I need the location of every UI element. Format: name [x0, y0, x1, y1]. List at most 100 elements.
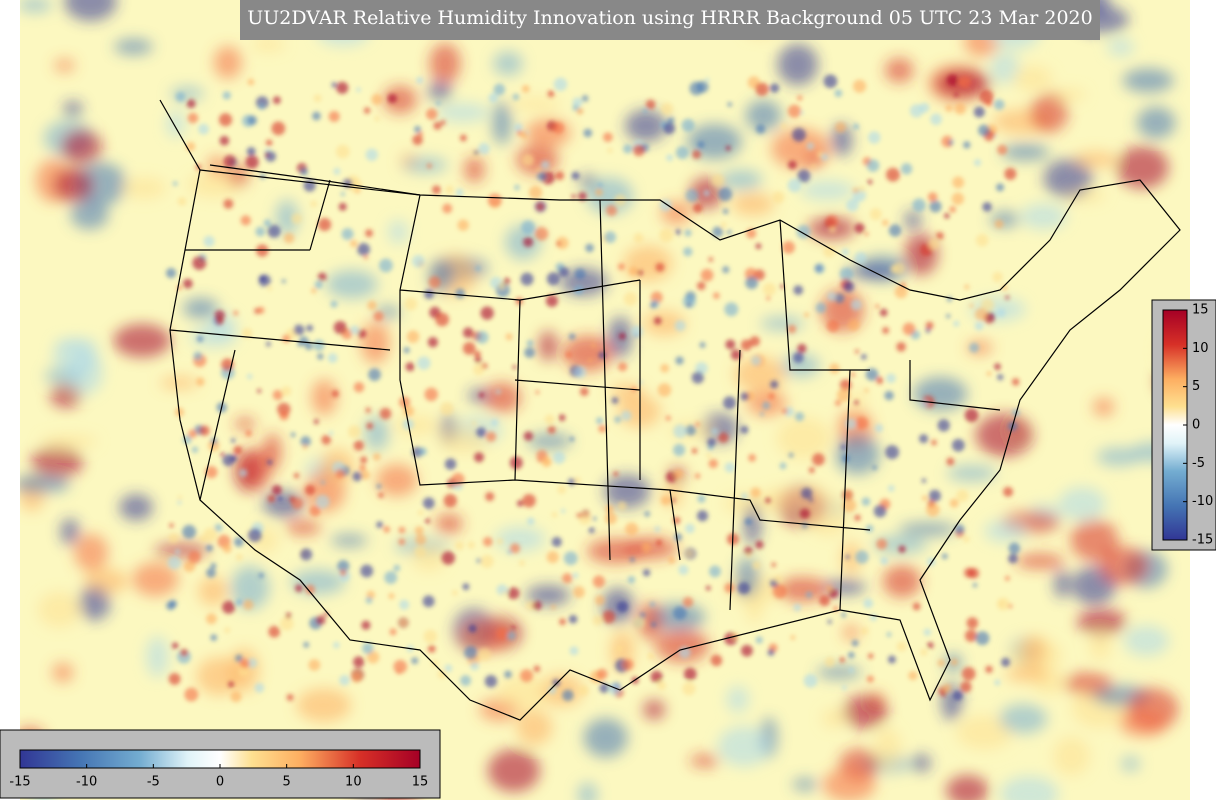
- field-speck: [271, 121, 286, 136]
- field-speck: [526, 339, 534, 347]
- field-speck: [633, 144, 645, 157]
- field-speck: [361, 620, 371, 630]
- field-speck: [516, 500, 524, 507]
- field-speck: [628, 266, 638, 276]
- field-speck: [946, 457, 955, 466]
- field-speck: [649, 601, 656, 608]
- field-blob: [296, 688, 351, 723]
- field-speck: [165, 267, 177, 279]
- field-speck: [843, 489, 854, 499]
- field-speck: [180, 648, 189, 657]
- field-speck: [239, 658, 250, 669]
- field-speck: [766, 295, 771, 301]
- field-speck: [880, 556, 889, 565]
- field-speck: [627, 576, 636, 584]
- field-speck: [210, 562, 217, 569]
- field-speck: [774, 575, 782, 583]
- field-blob: [1043, 159, 1093, 198]
- field-speck: [611, 397, 619, 404]
- field-blob: [364, 415, 390, 451]
- field-speck: [960, 681, 972, 693]
- field-speck: [675, 229, 681, 235]
- field-speck: [995, 183, 1005, 192]
- field-speck: [222, 600, 236, 614]
- field-speck: [184, 687, 199, 702]
- field-speck: [277, 496, 283, 502]
- field-speck: [865, 524, 874, 533]
- field-speck: [861, 497, 871, 506]
- field-speck: [417, 356, 431, 370]
- field-speck: [547, 425, 556, 434]
- field-speck: [602, 610, 616, 624]
- field-blob: [1099, 546, 1149, 585]
- field-speck: [751, 355, 762, 366]
- field-speck: [462, 341, 476, 355]
- field-blob: [31, 446, 83, 479]
- field-speck: [476, 427, 487, 438]
- field-speck: [597, 182, 603, 188]
- field-speck: [696, 510, 709, 522]
- field-speck: [521, 220, 536, 235]
- field-speck: [579, 387, 589, 396]
- field-speck: [214, 310, 225, 321]
- field-speck: [685, 425, 697, 436]
- field-speck: [187, 112, 199, 124]
- field-speck: [657, 383, 672, 397]
- field-blob: [213, 46, 242, 79]
- field-speck: [928, 238, 940, 251]
- field-speck: [808, 467, 815, 474]
- field-speck: [667, 117, 675, 124]
- field-speck: [615, 645, 624, 653]
- field-speck: [724, 302, 739, 317]
- field-speck: [258, 103, 265, 110]
- field-speck: [235, 598, 243, 606]
- colorbar-tick-label: 5: [1192, 379, 1200, 394]
- field-speck: [978, 124, 990, 137]
- field-blob: [20, 0, 52, 13]
- field-speck: [755, 636, 763, 644]
- field-speck: [260, 173, 266, 180]
- field-blob: [114, 38, 153, 55]
- field-speck: [780, 123, 787, 130]
- field-speck: [752, 561, 761, 570]
- field-speck: [533, 665, 541, 673]
- field-speck: [656, 539, 663, 546]
- field-speck: [312, 111, 321, 121]
- field-speck: [219, 135, 230, 146]
- field-blob: [873, 535, 928, 554]
- field-speck: [879, 308, 888, 317]
- field-speck: [558, 266, 569, 278]
- field-speck: [460, 675, 472, 686]
- field-speck: [578, 191, 587, 201]
- field-speck: [291, 213, 302, 224]
- field-blob: [689, 754, 720, 768]
- field-speck: [654, 526, 661, 532]
- field-speck: [950, 658, 958, 666]
- field-speck: [293, 472, 300, 479]
- field-speck: [985, 665, 993, 674]
- field-speck: [673, 424, 688, 439]
- field-speck: [963, 536, 970, 543]
- field-speck: [233, 445, 243, 455]
- field-speck: [855, 550, 869, 564]
- field-speck: [748, 454, 756, 462]
- field-speck: [412, 134, 423, 146]
- field-speck: [797, 169, 811, 183]
- field-speck: [876, 538, 888, 550]
- colorbar-tick-label: 15: [412, 775, 429, 790]
- boundaries: [159, 99, 1181, 721]
- field-blob: [624, 537, 678, 560]
- field-speck: [787, 104, 802, 118]
- field-speck: [470, 661, 479, 671]
- field-speck: [305, 584, 316, 595]
- field-speck: [303, 641, 310, 648]
- field-speck: [843, 281, 855, 293]
- field-speck: [455, 188, 464, 197]
- field-speck: [422, 497, 435, 510]
- field-speck: [240, 215, 251, 226]
- field-speck: [441, 551, 456, 565]
- field-speck: [790, 635, 796, 640]
- field-blob: [1123, 625, 1169, 656]
- field-blob: [831, 124, 853, 157]
- field-blob: [792, 778, 818, 791]
